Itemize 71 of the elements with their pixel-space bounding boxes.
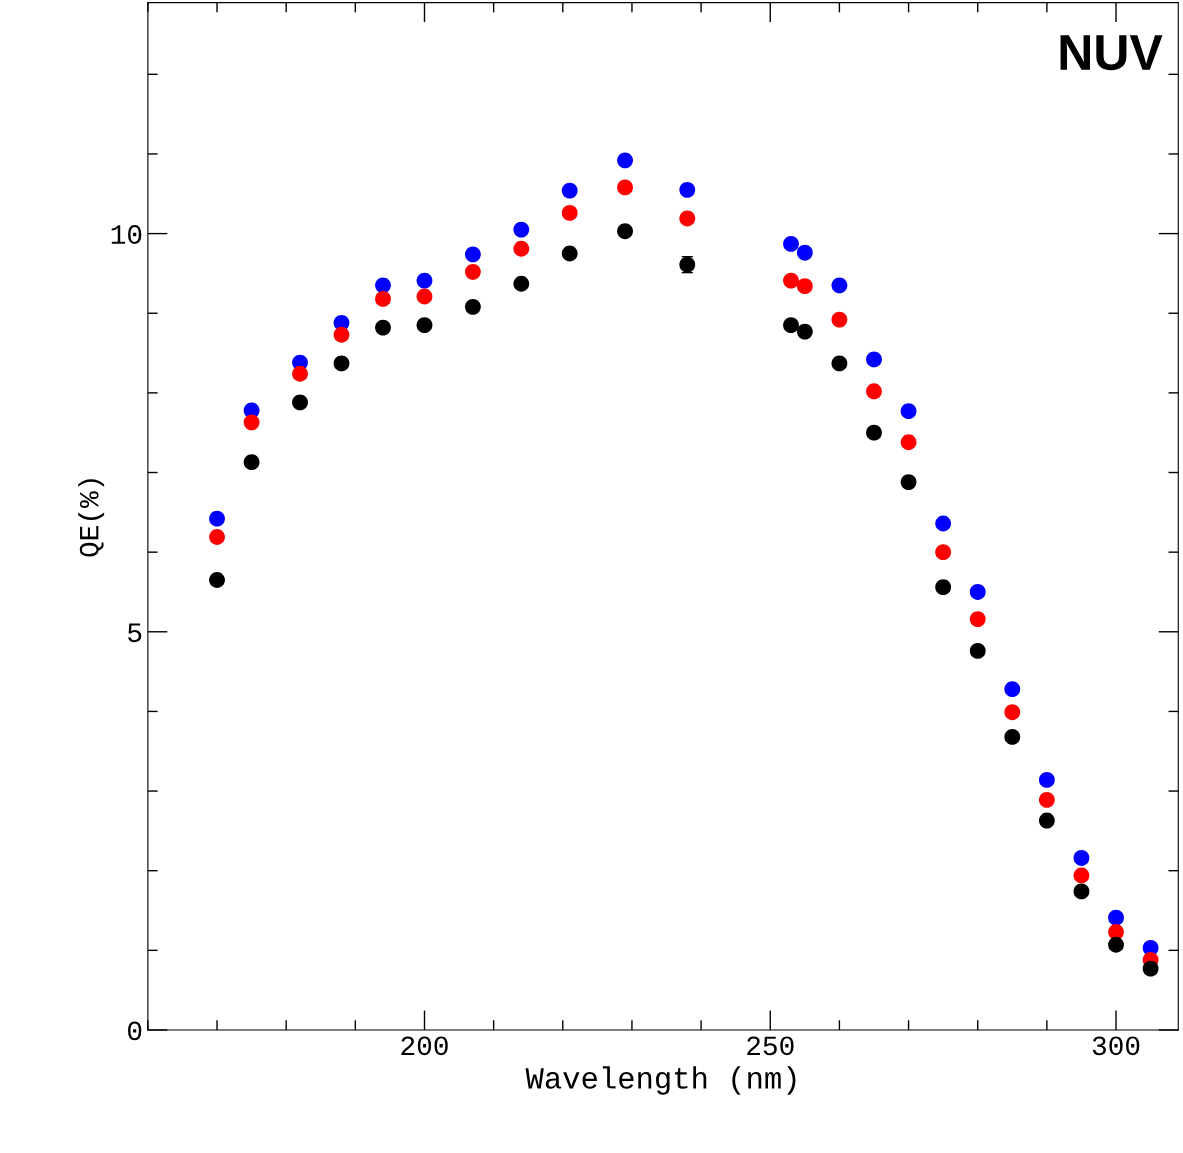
y-tick-label: 5 — [128, 623, 142, 643]
point — [333, 326, 350, 343]
point — [969, 642, 986, 659]
point — [935, 579, 952, 596]
point — [866, 424, 882, 441]
x-tick-label: 200 — [401, 1036, 448, 1056]
point — [1073, 850, 1090, 866]
point — [292, 394, 308, 411]
point — [375, 277, 391, 294]
point — [1108, 909, 1124, 926]
point — [464, 246, 481, 263]
point — [679, 210, 696, 227]
point — [831, 277, 848, 294]
point — [243, 454, 260, 471]
point — [464, 263, 481, 280]
point — [617, 179, 633, 196]
point — [783, 236, 799, 252]
point — [333, 355, 350, 372]
point — [209, 510, 225, 527]
y-tick-label: 10 — [111, 225, 142, 244]
point — [1038, 772, 1055, 788]
point — [1004, 728, 1021, 745]
point — [561, 182, 578, 199]
x-tick-label: 300 — [1092, 1036, 1140, 1056]
point — [969, 584, 986, 600]
point — [1038, 812, 1055, 829]
y-axis-title: QE(%) — [78, 479, 105, 557]
annotation: NUV — [1060, 35, 1163, 71]
point — [831, 355, 848, 372]
point — [243, 414, 260, 431]
point — [679, 181, 696, 198]
point — [416, 272, 433, 289]
point — [1004, 681, 1021, 698]
y-tick-label: 0 — [128, 1021, 142, 1041]
point — [796, 244, 813, 261]
point — [209, 529, 225, 545]
point — [1004, 704, 1021, 721]
point — [1142, 960, 1159, 977]
point — [935, 544, 952, 561]
point — [1073, 867, 1090, 884]
point — [617, 152, 633, 169]
point — [866, 351, 882, 368]
point — [900, 403, 917, 420]
point — [292, 365, 308, 382]
point — [416, 288, 433, 305]
point — [900, 434, 917, 451]
point — [1038, 791, 1055, 808]
point — [513, 221, 530, 238]
point — [1108, 936, 1124, 953]
point — [831, 311, 848, 328]
point — [464, 298, 481, 315]
point — [969, 611, 986, 627]
point — [561, 245, 578, 262]
point — [783, 272, 799, 289]
point — [866, 383, 882, 400]
point — [900, 474, 917, 490]
point — [375, 319, 391, 336]
point — [783, 317, 799, 334]
point — [935, 515, 952, 532]
point — [796, 278, 813, 295]
point — [513, 275, 530, 292]
point — [796, 323, 813, 340]
point — [209, 572, 225, 588]
point — [375, 290, 391, 307]
x-tick-label: 250 — [747, 1036, 794, 1056]
point — [1073, 883, 1090, 900]
point — [513, 240, 530, 257]
point — [416, 317, 433, 334]
point — [617, 223, 633, 240]
point — [561, 204, 578, 221]
x-axis-title: Wavelength (nm) — [525, 1066, 796, 1095]
